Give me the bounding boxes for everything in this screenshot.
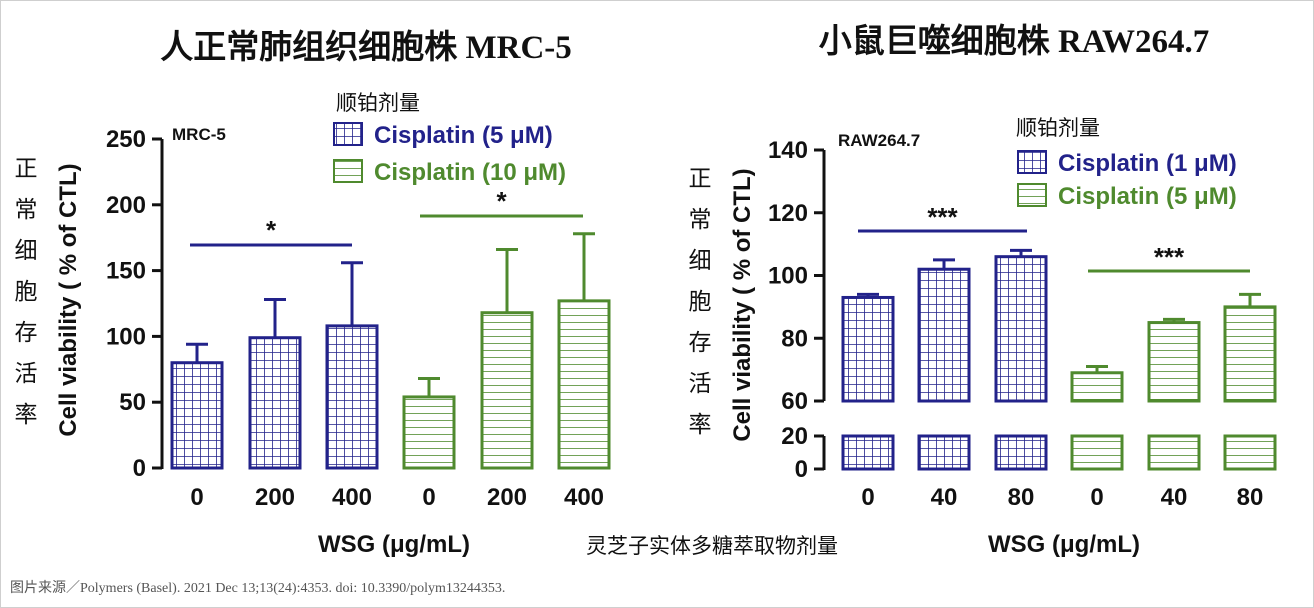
- bar-right-lower: [917, 434, 971, 471]
- ylabel-left: Cell viability ( % of CTL): [55, 163, 82, 436]
- panel-label-right: RAW264.7: [838, 131, 920, 150]
- x-tick-label-right: 0: [861, 484, 874, 511]
- x-tick-label-right: 40: [1161, 484, 1188, 511]
- bar-left: [402, 395, 456, 470]
- significance-mark-right: ***: [1154, 242, 1185, 272]
- significance-mark-left: *: [496, 186, 507, 216]
- bar-right-lower: [1070, 434, 1124, 471]
- bar-right-lower: [841, 434, 895, 471]
- x-tick-label-left: 0: [190, 484, 203, 511]
- y-tick-label-right: 140: [768, 137, 808, 164]
- legend-label-right-2: Cisplatin (5 μM): [1058, 183, 1237, 210]
- bar-right-lower: [1147, 434, 1201, 471]
- x-tick-label-left: 200: [487, 484, 527, 511]
- legend-swatch-left-2: [333, 159, 363, 183]
- y-tick-label-left: 200: [106, 192, 146, 219]
- legend-heading-left: 顺铂剂量: [336, 91, 420, 115]
- bar-left: [248, 336, 302, 470]
- bar-left: [170, 361, 224, 470]
- y-tick-label-left: 150: [106, 258, 146, 285]
- bar-right-upper: [917, 267, 971, 403]
- y-tick-label-right: 100: [768, 263, 808, 290]
- x-tick-label-left: 200: [255, 484, 295, 511]
- chart-title-left: 人正常肺组织细胞株 MRC-5: [160, 28, 572, 66]
- legend-swatch-left-1: [333, 122, 363, 146]
- y-tick-label-right: 20: [781, 423, 808, 450]
- side-label-left: 正常细胞存活率: [15, 156, 38, 428]
- bar-right-upper: [1070, 371, 1124, 403]
- legend-swatch-right-1: [1017, 150, 1047, 174]
- source-note: 图片来源／Polymers (Basel). 2021 Dec 13;13(24…: [10, 580, 505, 596]
- y-tick-label-left: 250: [106, 126, 146, 153]
- y-tick-label-left: 50: [119, 389, 146, 416]
- bar-right-upper: [994, 255, 1048, 403]
- y-tick-label-left: 100: [106, 323, 146, 350]
- legend-label-left-2: Cisplatin (10 μM): [374, 159, 566, 186]
- legend-swatch-right-2: [1017, 183, 1047, 207]
- panel-label-left: MRC-5: [172, 125, 226, 144]
- y-tick-label-left: 0: [133, 455, 146, 482]
- ylabel-right: Cell viability ( % of CTL): [729, 168, 756, 441]
- y-tick-label-right: 0: [795, 456, 808, 483]
- bar-left: [557, 299, 611, 470]
- x-tick-label-right: 80: [1237, 484, 1264, 511]
- legend-label-right-1: Cisplatin (1 μM): [1058, 150, 1237, 177]
- bar-left: [325, 324, 379, 470]
- legend-label-left-1: Cisplatin (5 μM): [374, 122, 553, 149]
- bar-right-lower: [1223, 434, 1277, 471]
- bar-right-lower: [994, 434, 1048, 471]
- y-tick-label-right: 120: [768, 200, 808, 227]
- xlabel-left: WSG (μg/mL): [318, 531, 470, 558]
- y-tick-label-right: 80: [781, 325, 808, 352]
- bar-right-upper: [1223, 305, 1277, 403]
- y-tick-label-right: 60: [781, 388, 808, 415]
- x-tick-label-right: 80: [1008, 484, 1035, 511]
- x-tick-label-right: 40: [931, 484, 958, 511]
- x-tick-label-right: 0: [1090, 484, 1103, 511]
- x-tick-label-left: 0: [422, 484, 435, 511]
- x-tick-label-left: 400: [332, 484, 372, 511]
- center-label: 灵芝子实体多糖萃取物剂量: [586, 534, 838, 558]
- bar-right-upper: [841, 295, 895, 403]
- bar-left: [480, 311, 534, 470]
- significance-mark-left: *: [266, 215, 277, 245]
- x-tick-label-left: 400: [564, 484, 604, 511]
- significance-mark-right: ***: [927, 202, 958, 232]
- bar-right-upper: [1147, 321, 1201, 403]
- chart-title-right: 小鼠巨噬细胞株 RAW264.7: [819, 22, 1210, 60]
- xlabel-right: WSG (μg/mL): [988, 531, 1140, 558]
- side-label-right: 正常细胞存活率: [689, 166, 712, 438]
- legend-heading-right: 顺铂剂量: [1016, 116, 1100, 140]
